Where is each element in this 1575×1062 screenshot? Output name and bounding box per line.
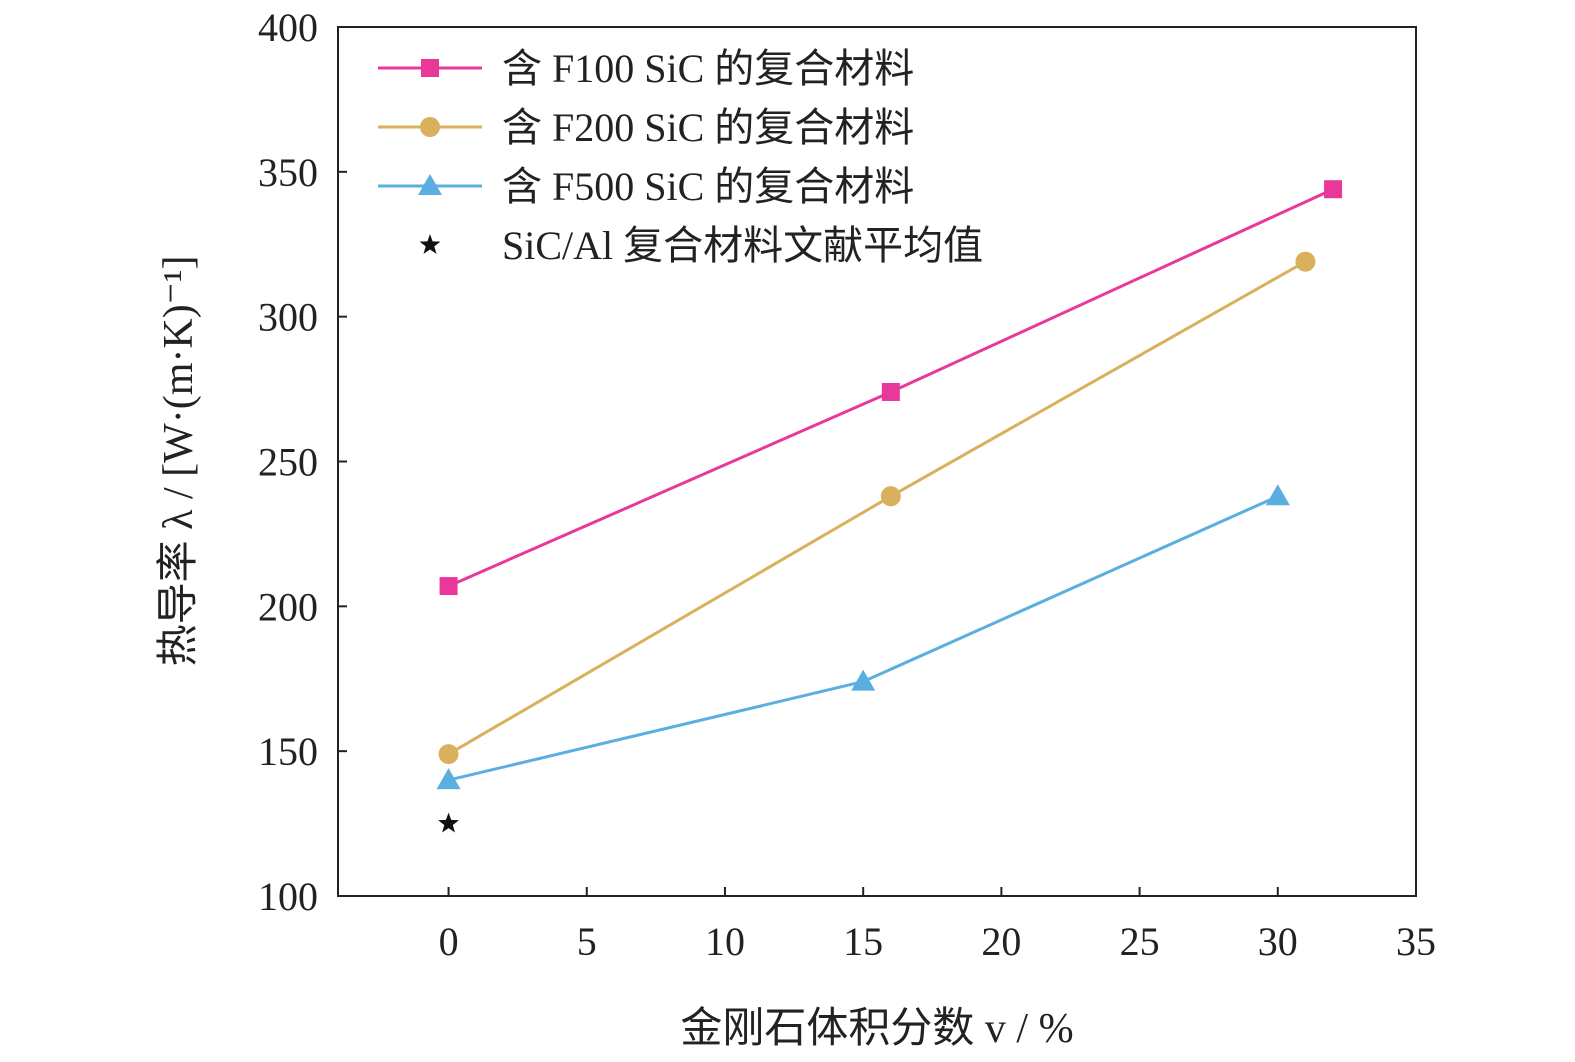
y-tick-label: 150 xyxy=(258,729,318,774)
data-point xyxy=(439,577,458,596)
x-axis-ticks: 0 5 10 15 20 25 30 35 xyxy=(439,887,1436,964)
series-4 xyxy=(438,812,459,833)
y-axis-ticks: 100 150 200 250 300 350 400 xyxy=(258,5,347,919)
x-tick-label: 30 xyxy=(1258,919,1298,964)
x-axis-title: 金刚石体积分数 v / % xyxy=(680,1005,1073,1052)
legend-marker xyxy=(421,59,439,77)
data-point xyxy=(1295,251,1316,272)
x-tick-label: 15 xyxy=(843,919,883,964)
series-layer xyxy=(436,180,1343,833)
y-tick-label: 400 xyxy=(258,5,318,50)
legend-label: 含 F100 SiC 的复合材料 xyxy=(502,46,914,91)
series-3 xyxy=(436,484,1290,790)
data-point xyxy=(881,382,900,401)
legend-label: 含 F500 SiC 的复合材料 xyxy=(502,164,914,209)
y-tick-label: 250 xyxy=(258,440,318,485)
y-tick-label: 350 xyxy=(258,150,318,195)
legend-label: SiC/Al 复合材料文献平均值 xyxy=(502,223,983,268)
x-tick-label: 5 xyxy=(577,919,597,964)
legend-marker xyxy=(420,117,440,137)
y-tick-label: 200 xyxy=(258,584,318,629)
data-point xyxy=(436,768,461,790)
y-axis-title: 热导率 λ / [W·(m·K)⁻¹] xyxy=(155,256,202,667)
series-1 xyxy=(439,180,1343,596)
data-point xyxy=(851,669,876,691)
legend-marker xyxy=(419,234,441,254)
x-tick-label: 35 xyxy=(1396,919,1436,964)
x-tick-label: 10 xyxy=(705,919,745,964)
legend-item-4: SiC/Al 复合材料文献平均值 xyxy=(419,223,983,268)
series-2 xyxy=(438,251,1316,765)
legend-item-3: 含 F500 SiC 的复合材料 xyxy=(378,164,914,209)
data-point xyxy=(1265,484,1290,506)
plot-frame xyxy=(337,26,1417,897)
y-tick-label: 300 xyxy=(258,295,318,340)
x-tick-label: 25 xyxy=(1120,919,1160,964)
data-point xyxy=(438,744,459,765)
legend-item-2: 含 F200 SiC 的复合材料 xyxy=(378,105,914,150)
y-tick-label: 100 xyxy=(258,874,318,919)
series-line xyxy=(448,494,1279,782)
legend-item-1: 含 F100 SiC 的复合材料 xyxy=(378,46,914,91)
x-tick-label: 20 xyxy=(981,919,1021,964)
legend-label: 含 F200 SiC 的复合材料 xyxy=(502,105,914,150)
series-line xyxy=(447,260,1307,756)
data-point xyxy=(1324,180,1343,199)
data-point xyxy=(438,812,459,833)
legend-marker xyxy=(418,174,442,195)
data-point xyxy=(880,486,901,507)
x-tick-label: 0 xyxy=(439,919,459,964)
